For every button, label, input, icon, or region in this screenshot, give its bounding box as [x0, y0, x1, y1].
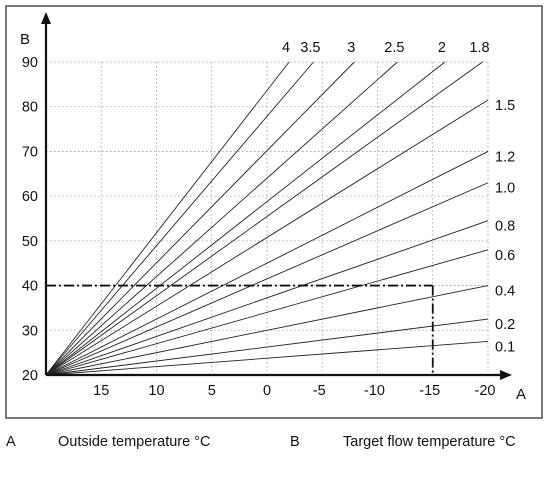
y-tick-label: 20	[22, 368, 38, 384]
x-tick-label: 10	[148, 383, 164, 399]
axes	[41, 12, 512, 380]
heating-curve-1-5	[45, 99, 489, 376]
y-tick-label: 60	[22, 189, 38, 205]
caption-a-text: Outside temperature °C	[58, 434, 211, 450]
y-tick-label: 70	[22, 144, 38, 160]
y-axis-arrow-icon	[41, 12, 51, 24]
reading-guide	[46, 284, 434, 375]
chart-frame	[5, 5, 543, 419]
caption-a-letter: A	[6, 434, 16, 450]
heating-curve-4	[45, 61, 290, 376]
curve-labels: 4 3.5 3 2.5 2 1.8 1.5 1.2 1.0 0.8 0.6 0.4 0.2 0.1	[282, 40, 515, 355]
y-tick-label: 30	[22, 323, 38, 339]
x-tick-label: 0	[263, 383, 271, 399]
heating-curve-2	[45, 61, 446, 376]
x-tick-label: -20	[475, 383, 496, 399]
curve-label-0-6: 0.6	[495, 248, 515, 264]
curve-label-0-4: 0.4	[495, 284, 515, 300]
curve-label-3-5: 3.5	[300, 40, 320, 56]
x-tick-label: -15	[419, 383, 440, 399]
curve-label-2-5: 2.5	[384, 40, 404, 56]
heating-curve-0-8	[45, 220, 489, 376]
heating-curve-0-1	[45, 341, 489, 376]
y-axis-label: B	[20, 31, 30, 48]
heating-curve-0-6	[45, 249, 489, 376]
heating-curve-1-0	[45, 182, 489, 376]
curve-label-2: 2	[438, 40, 446, 56]
curve-label-0-8: 0.8	[495, 219, 515, 235]
curve-label-0-1: 0.1	[495, 339, 515, 355]
x-axis-label: A	[516, 386, 526, 403]
heating-curve-0-4	[45, 285, 489, 376]
curve-label-1-2: 1.2	[495, 149, 515, 165]
x-tick-label: 15	[93, 383, 109, 399]
caption-b-letter: B	[290, 434, 300, 450]
curve-label-1-0: 1.0	[495, 181, 515, 197]
y-tick-label: 40	[22, 279, 38, 295]
caption-b-text: Target flow temperature °C	[343, 434, 516, 450]
heating-curve-3-5	[45, 61, 314, 376]
heating-curve-1-8	[45, 61, 483, 376]
x-tick-label: -5	[313, 383, 326, 399]
curve-label-4: 4	[282, 40, 290, 56]
heating-curve-2-5	[45, 61, 398, 376]
y-tick-label: 90	[22, 55, 38, 71]
x-tick-label: -10	[364, 383, 385, 399]
curve-label-1-8: 1.8	[469, 40, 489, 56]
curve-label-1-5: 1.5	[495, 98, 515, 114]
heating-curves	[45, 61, 489, 376]
heating-curve-1-2	[45, 151, 489, 376]
heating-curve-0-2	[45, 318, 489, 376]
x-tick-label: 5	[208, 383, 216, 399]
curve-label-3: 3	[347, 40, 355, 56]
y-tick-label: 50	[22, 234, 38, 250]
x-axis-arrow-icon	[500, 370, 512, 380]
curve-label-0-2: 0.2	[495, 317, 515, 333]
heating-curve-3	[45, 61, 355, 376]
grid-lines	[46, 61, 489, 375]
y-tick-label: 80	[22, 100, 38, 116]
